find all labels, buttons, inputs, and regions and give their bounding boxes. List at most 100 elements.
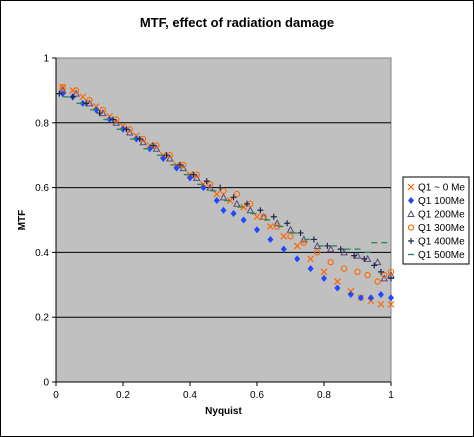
legend-label-3: Q1 300Me — [418, 223, 465, 234]
y-tick-label-0: 0 — [43, 378, 49, 389]
point-s3-0 — [59, 84, 66, 91]
point-s3-2 — [86, 96, 93, 104]
point-s1-20 — [307, 265, 314, 273]
point-s4-3 — [96, 110, 103, 117]
point-s4-12 — [217, 184, 224, 191]
point-s1-22 — [334, 284, 341, 292]
point-s1-16 — [254, 226, 260, 234]
y-tick-label-1: 0.2 — [35, 313, 49, 324]
legend-label-4: Q1 400Me — [418, 237, 465, 248]
point-s1-27 — [388, 294, 394, 302]
point-s3-1 — [72, 87, 80, 94]
point-s3-26 — [387, 268, 395, 275]
point-s4-13 — [230, 194, 237, 201]
point-s1-24 — [357, 294, 364, 302]
point-s4-25 — [377, 268, 384, 275]
point-s3-25 — [381, 271, 388, 279]
point-s2-11 — [206, 183, 214, 191]
point-s4-16 — [270, 213, 277, 220]
point-s3-23 — [364, 271, 371, 279]
point-s0-12 — [213, 190, 221, 198]
point-s2-0 — [58, 86, 67, 94]
point-s2-1 — [72, 89, 80, 97]
point-s1-4 — [106, 116, 113, 124]
point-s2-6 — [139, 138, 147, 146]
gridlines — [56, 122, 391, 318]
point-s4-9 — [176, 161, 183, 168]
point-s4-8 — [163, 152, 170, 159]
point-s2-9 — [179, 164, 188, 172]
point-s4-2 — [83, 100, 90, 107]
point-s0-26 — [387, 300, 395, 308]
point-s1-13 — [220, 206, 227, 214]
legend-marker-2 — [407, 209, 415, 217]
point-s2-7 — [152, 144, 161, 152]
point-s1-14 — [230, 210, 237, 218]
x-axis-title: Nyquist — [205, 406, 242, 417]
plot-area — [55, 57, 392, 383]
legend-marker-3 — [407, 224, 415, 231]
point-s3-24 — [374, 278, 381, 285]
point-s3-12 — [220, 187, 227, 194]
point-s0-25 — [377, 300, 385, 308]
legend-marker-4 — [408, 238, 414, 244]
point-s4-20 — [324, 242, 331, 249]
point-s0-14 — [240, 203, 248, 211]
point-s4-17 — [284, 220, 291, 227]
point-s0-19 — [307, 255, 315, 263]
y-tick-label-2: 0.4 — [35, 248, 49, 259]
legend: Q1 ~ 0 Me Q1 100Me Q1 200Me Q1 300Me Q1 400M… — [402, 176, 470, 265]
point-s0-16 — [266, 223, 274, 230]
legend-label-1: Q1 100Me — [418, 196, 465, 207]
point-s2-20 — [326, 245, 335, 253]
point-s3-20 — [327, 258, 334, 266]
y-tick-label-4: 0.8 — [35, 118, 49, 129]
point-s3-17 — [287, 233, 294, 240]
point-s4-21 — [337, 246, 344, 253]
point-s2-21 — [340, 248, 348, 256]
point-s3-18 — [300, 239, 308, 246]
point-s2-25 — [380, 274, 389, 282]
point-s4-5 — [123, 126, 130, 133]
point-s2-12 — [219, 193, 228, 201]
point-s1-11 — [200, 184, 207, 192]
y-tick-label-3: 0.6 — [35, 183, 49, 194]
y-axis-title: MTF — [17, 210, 28, 231]
point-s1-12 — [213, 197, 220, 205]
x-tick-label-2: 0.4 — [183, 390, 197, 401]
point-s1-9 — [173, 164, 180, 172]
point-s1-3 — [93, 106, 100, 114]
point-s3-19 — [314, 249, 321, 256]
legend-box — [402, 176, 470, 265]
point-s2-4 — [112, 118, 121, 126]
point-s1-0 — [59, 90, 66, 98]
point-s4-11 — [203, 178, 210, 185]
point-s2-16 — [273, 219, 281, 227]
point-s4-7 — [150, 142, 157, 149]
x-tick-label-4: 0.8 — [317, 390, 331, 401]
point-s3-3 — [99, 106, 107, 113]
point-s0-21 — [333, 278, 341, 285]
point-s3-11 — [206, 181, 214, 188]
point-s1-26 — [377, 291, 384, 299]
legend-marker-1 — [408, 197, 414, 204]
point-s4-4 — [109, 116, 116, 123]
point-s1-8 — [160, 154, 167, 162]
series-5 — [63, 96, 388, 254]
point-s4-14 — [243, 200, 250, 207]
point-s4-26 — [388, 275, 394, 282]
legend-label-2: Q1 200Me — [418, 210, 465, 221]
point-s0-18 — [293, 242, 301, 250]
point-s4-18 — [297, 229, 304, 236]
point-s3-22 — [354, 268, 361, 275]
point-s0-2 — [79, 93, 87, 101]
point-s1-10 — [187, 174, 193, 182]
series-4 — [56, 90, 394, 282]
point-s2-10 — [192, 173, 201, 181]
x-tick-label-0: 0 — [53, 390, 59, 401]
point-s1-5 — [120, 125, 126, 133]
y-tick-label-5: 1 — [43, 54, 49, 65]
point-s4-0 — [56, 90, 63, 97]
point-s0-13 — [226, 197, 234, 204]
x-tick-label-3: 0.6 — [250, 390, 264, 401]
